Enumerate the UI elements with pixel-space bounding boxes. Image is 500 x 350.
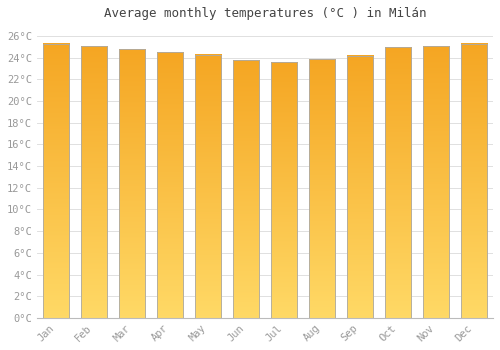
- Bar: [118, 49, 145, 318]
- Bar: [270, 62, 297, 318]
- Bar: [194, 55, 221, 318]
- Bar: [346, 56, 374, 318]
- Bar: [42, 44, 69, 318]
- Bar: [422, 46, 450, 318]
- Bar: [460, 44, 487, 318]
- Bar: [232, 60, 259, 318]
- Bar: [308, 59, 336, 318]
- Bar: [384, 47, 411, 318]
- Bar: [80, 46, 107, 318]
- Bar: [156, 52, 183, 318]
- Title: Average monthly temperatures (°C ) in Milán: Average monthly temperatures (°C ) in Mi…: [104, 7, 426, 20]
